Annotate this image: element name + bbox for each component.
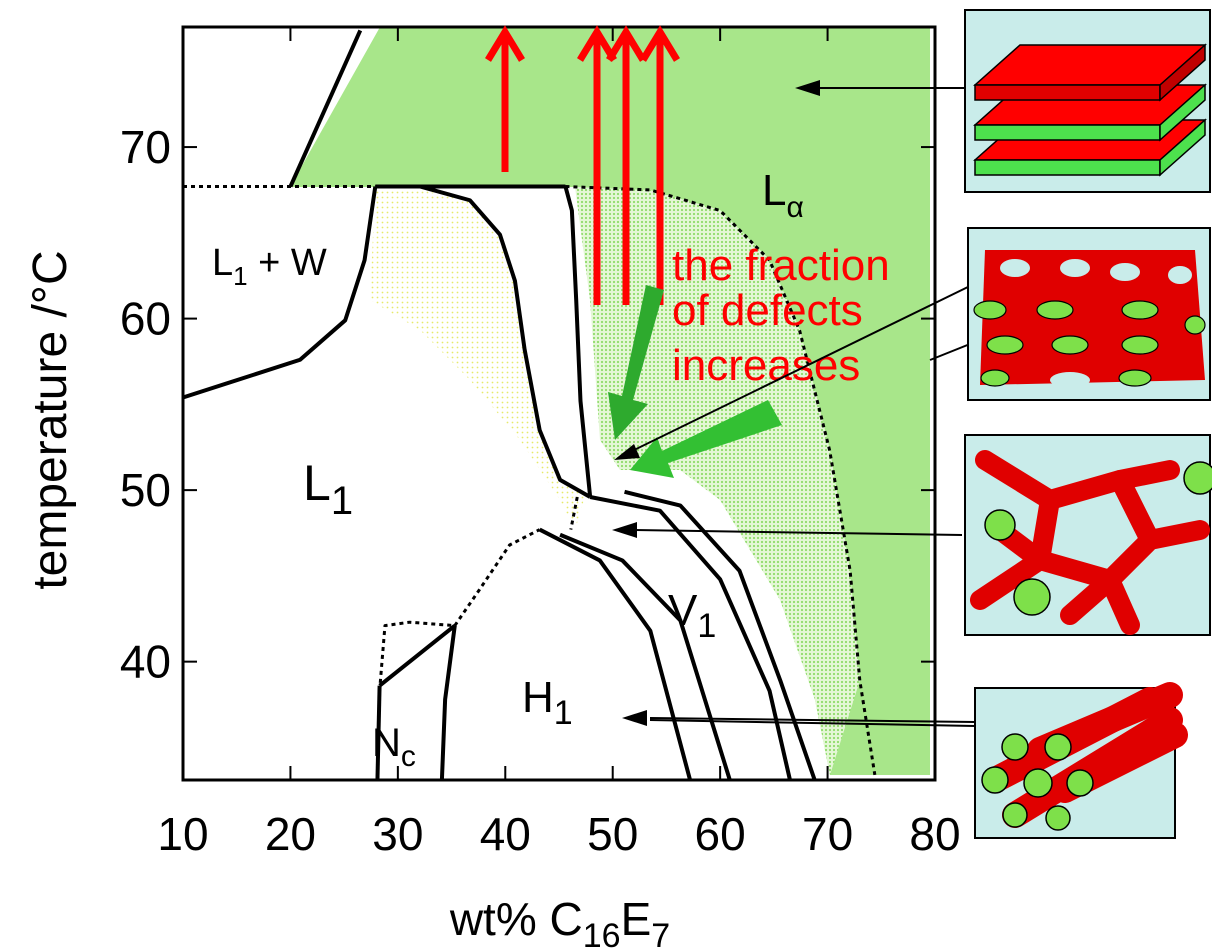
phase-boundary <box>375 685 382 781</box>
phase-boundary <box>378 620 455 691</box>
annotation: the fraction <box>672 241 890 290</box>
phase-boundary <box>288 29 363 188</box>
x-tick-label: 10 <box>157 808 208 860</box>
phase-boundary <box>559 532 732 781</box>
green-arrow <box>608 285 664 440</box>
x-tick-label: 30 <box>372 808 423 860</box>
annotation: of defects <box>672 286 863 335</box>
annotation: increases <box>672 341 860 390</box>
l-alpha-region <box>290 27 930 775</box>
plot-frame <box>181 25 937 782</box>
red-arrows <box>485 25 680 305</box>
y-axis-label: temperature /°C <box>24 250 77 589</box>
green-arrow <box>630 400 782 478</box>
y-tick-label: 60 <box>120 293 171 345</box>
phase-boundary <box>378 624 457 688</box>
defect-schematic <box>967 227 1211 401</box>
region-label: Lα <box>762 166 804 224</box>
phase-boundary <box>563 186 593 498</box>
phase-boundary <box>624 489 817 781</box>
y-tick-label: 70 <box>120 121 171 173</box>
phase-boundary <box>439 625 457 781</box>
phase-boundary <box>538 527 692 781</box>
pointer-lines <box>629 87 1036 727</box>
region-label: H1 <box>522 673 573 732</box>
phase-boundary <box>419 184 592 499</box>
phase-boundary <box>569 496 579 530</box>
hexagonal-schematic <box>974 682 1188 839</box>
x-tick-label: 40 <box>480 808 531 860</box>
phase-boundary <box>453 528 541 627</box>
y-tick-label: 40 <box>120 636 171 688</box>
lamellar-schematic <box>964 9 1211 193</box>
x-tick-label: 80 <box>909 808 960 860</box>
x-tick-label: 60 <box>695 808 746 860</box>
y-tick-label: 50 <box>120 464 171 516</box>
bicontinuous-schematic <box>964 434 1212 636</box>
phase-boundary <box>565 185 877 776</box>
phase-boundary <box>182 186 378 400</box>
plot-area: 10 20 30 40 50 60 70 80 40 50 60 70 <box>120 27 961 860</box>
x-tick-label: 50 <box>587 808 638 860</box>
x-tick-label: 20 <box>265 808 316 860</box>
x-axis-label: wt% C16E7 <box>449 893 670 951</box>
x-tick-label: 70 <box>802 808 853 860</box>
region-label: L1 + W <box>212 242 327 291</box>
region-label: L1 <box>303 455 353 523</box>
l1-speckle <box>370 190 585 530</box>
pointer-heads <box>612 80 820 726</box>
region-label: V1 <box>668 586 716 645</box>
region-label: Nc <box>372 721 416 773</box>
